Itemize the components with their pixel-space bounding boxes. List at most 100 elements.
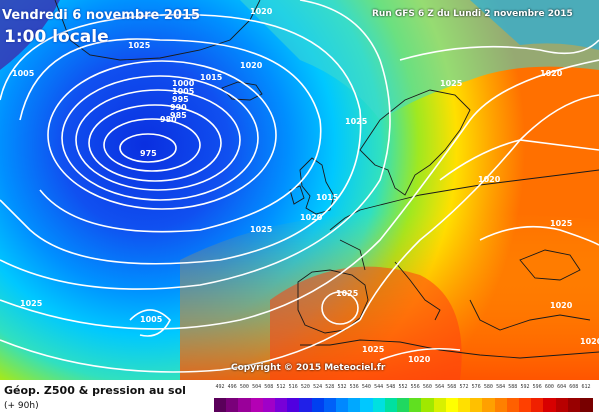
legend-value: 520 [300, 384, 310, 390]
isobar-1025-north [399, 39, 599, 61]
legend-value: 492 [215, 384, 225, 390]
legend-swatch [531, 398, 544, 412]
legend-value: 556 [410, 384, 420, 390]
legend-swatch [555, 398, 569, 412]
legend-swatch [397, 398, 410, 412]
iberia-coast [297, 269, 369, 334]
color-legend: 492 496 500 504 508 512 516 520 524 528 532 536 540 5… [214, 380, 598, 418]
isobar-label: 1005 [172, 87, 195, 96]
isobar-1020-east [439, 139, 599, 181]
legend-swatch [567, 398, 581, 412]
britain-coast [299, 157, 335, 215]
isobar-label: 1020 [580, 337, 599, 346]
legend-value: 584 [496, 384, 506, 390]
legend-swatch [360, 398, 373, 412]
model-run-label: Run GFS 6 Z du Lundi 2 novembre 2015 [372, 9, 573, 19]
legend-swatch [445, 398, 459, 412]
legend-swatch [384, 398, 398, 412]
isobars [0, 0, 599, 373]
isobar-label: 1020 [478, 175, 501, 184]
legend-swatch [238, 398, 251, 412]
legend-value: 540 [361, 384, 371, 390]
isobar-label: 1000 [172, 79, 195, 88]
isobar-1010 [0, 13, 362, 265]
legend-value: 604 [557, 384, 567, 390]
legend-value: 592 [520, 384, 530, 390]
isobar-1025-east [479, 225, 599, 246]
isobar-label: 1025 [440, 79, 463, 88]
isobar-980 [103, 118, 201, 172]
legend-value: 496 [227, 384, 237, 390]
isobar-1025 [359, 94, 599, 321]
isobar-1025-iberia [321, 291, 359, 325]
legend-swatch [226, 398, 239, 412]
isobar-label: 1025 [362, 345, 385, 354]
cold-pool-region [0, 0, 60, 70]
isobar-975 [119, 133, 177, 163]
isobar-label: 1005 [12, 69, 35, 78]
legend-swatch [519, 398, 532, 412]
legend-swatch [372, 398, 386, 412]
isobar-label: 1020 [300, 213, 323, 222]
isobar-label: 1020 [250, 7, 273, 16]
isobar-label: 1025 [20, 299, 43, 308]
isobar-985 [88, 104, 222, 182]
copyright-label: Copyright © 2015 Meteociel.fr [231, 363, 386, 373]
legend-value: 588 [508, 384, 518, 390]
isobar-1020 [0, 59, 599, 330]
legend-value: 608 [569, 384, 579, 390]
greenland-coast [54, 0, 261, 61]
legend-value: 580 [483, 384, 493, 390]
legend-swatch [262, 398, 276, 412]
forecast-offset: (+ 90h) [4, 401, 39, 411]
legend-swatch [433, 398, 447, 412]
legend-swatch [409, 398, 422, 412]
isobar-label: 1025 [336, 289, 359, 298]
coastlines [54, 0, 599, 359]
legend-swatch [311, 398, 325, 412]
legend-value: 524 [313, 384, 323, 390]
legend-swatch [336, 398, 349, 412]
legend-swatch [214, 398, 227, 412]
legend-swatch [287, 398, 300, 412]
isobar-1000 [47, 60, 277, 210]
legend-swatch [580, 398, 593, 412]
isobar-1020-africa [379, 347, 461, 361]
isobar-label: 985 [170, 111, 187, 120]
weather-map: 1020 1025 1005 1015 1020 1000 1005 995 990 985 980… [0, 0, 599, 380]
isobar-label: 1025 [128, 41, 151, 50]
legend-value: 612 [581, 384, 591, 390]
northern-blue [470, 0, 599, 50]
isobar-label: 980 [160, 115, 177, 124]
legend-swatch [506, 398, 520, 412]
legend-value: 544 [374, 384, 384, 390]
legend-value: 504 [252, 384, 262, 390]
legend-value: 576 [471, 384, 481, 390]
med-coast [339, 239, 441, 321]
africa-coast [300, 339, 599, 359]
legend-swatch [458, 398, 471, 412]
legend-value: 596 [532, 384, 542, 390]
isobar-label: 1025 [345, 117, 368, 126]
legend-swatch [250, 398, 264, 412]
isobar-label: 1020 [550, 301, 573, 310]
isobar-995 [61, 75, 259, 201]
black-sea-coast [519, 249, 581, 281]
legend-value: 500 [239, 384, 249, 390]
isobar-label: 1015 [316, 193, 339, 202]
isobar-label: 990 [170, 103, 187, 112]
scandinavia-coast [359, 89, 471, 196]
legend-value: 564 [435, 384, 445, 390]
legend-value: 548 [386, 384, 396, 390]
legend-value: 536 [349, 384, 359, 390]
isobar-label: 1015 [200, 73, 223, 82]
legend-swatch [299, 398, 312, 412]
forecast-hour: 1:00 locale [4, 27, 109, 47]
legend-value: 508 [264, 384, 274, 390]
legend-swatch [348, 398, 361, 412]
legend-swatch [323, 398, 337, 412]
map-title: Géop. Z500 & pression au sol [4, 384, 186, 397]
isobar-label: 995 [172, 95, 189, 104]
legend-value: 532 [337, 384, 347, 390]
